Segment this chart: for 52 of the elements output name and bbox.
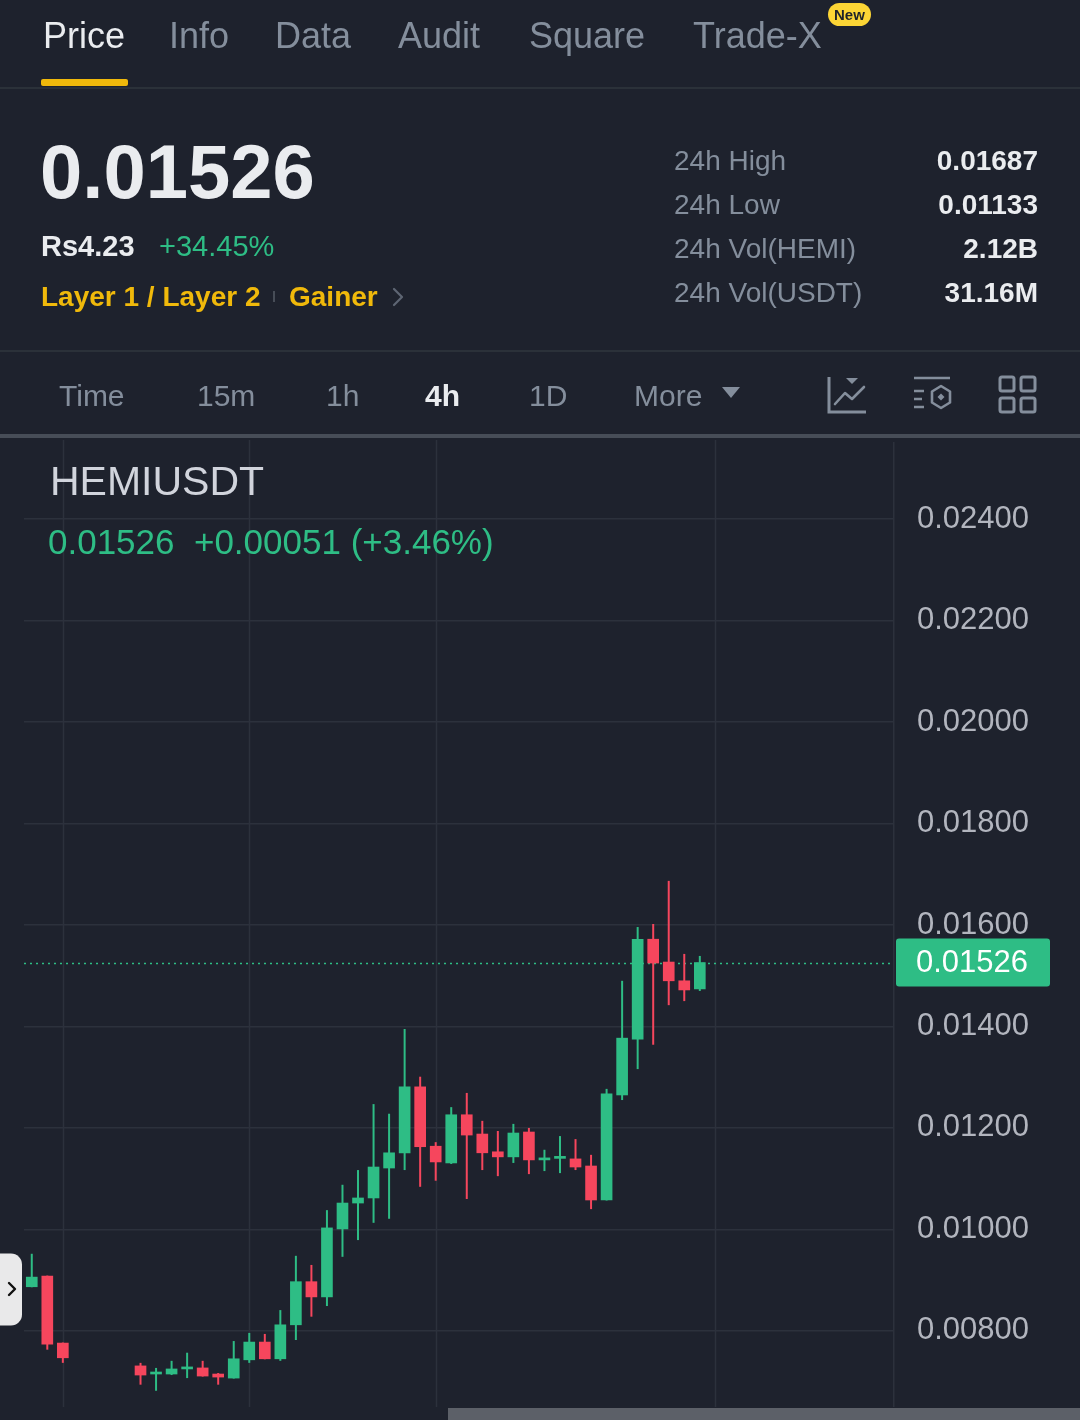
y-tick-label: 0.01200 [917,1108,1030,1144]
y-tick-label: 0.02000 [917,702,1030,738]
candlestick [476,1119,489,1172]
text: +34.45% [159,229,275,262]
chart-title: HEMIUSDT [50,457,265,504]
y-tick-label: 0.02200 [917,601,1030,637]
candlestick [25,1252,38,1289]
text: 2.12B [963,233,1038,265]
candlestick [258,1332,271,1361]
text: New [828,2,871,26]
text: 4h [425,379,461,413]
y-tick-label: 0.01400 [917,1007,1030,1043]
text: 31.16M [944,277,1038,309]
candlestick [429,1141,442,1182]
candlestick [678,952,691,1003]
candlestick [243,1331,256,1364]
text: 24h Vol(USDT) [674,277,863,309]
text: Rs4.23 [41,229,135,262]
y-tick-label: 0.01800 [917,804,1030,840]
text: Square [529,15,646,57]
y-tick-label: 0.01600 [917,905,1030,941]
text: More [634,379,703,413]
text: Time [59,379,125,413]
candlestick [662,879,675,1007]
text: 0.01687 [936,145,1038,177]
ref-line-label: 0.01526 [916,944,1029,980]
candlestick [492,1129,504,1178]
candlestick [227,1340,240,1380]
text: Data [275,15,352,57]
y-tick-label: 0.01000 [917,1209,1030,1245]
text: Info [169,15,230,57]
candlestick [305,1263,318,1318]
text: 24h Low [674,189,780,221]
text: Layer 1 / Layer 2 [41,281,261,313]
text: 0.01526 +0.00051 (+3.46%) [48,521,494,561]
text: Gainer [289,281,378,313]
text: 0.01133 [938,189,1038,221]
y-tick-label: 0.02400 [917,499,1030,535]
text: 24h Vol(HEMI) [674,233,857,265]
text: 0.01526 [40,128,315,214]
candlestick [352,1169,364,1242]
candlestick [554,1135,566,1175]
candlestick [383,1112,395,1220]
text: 1h [326,379,360,413]
text: Audit [398,15,481,57]
text: 15m [197,379,256,413]
text: 1D [529,379,568,413]
y-tick-label: 0.00800 [917,1311,1030,1347]
text: 24h High [674,145,787,177]
text: Trade-X [693,15,822,57]
candlestick [460,1091,473,1200]
text: Price [43,15,126,57]
